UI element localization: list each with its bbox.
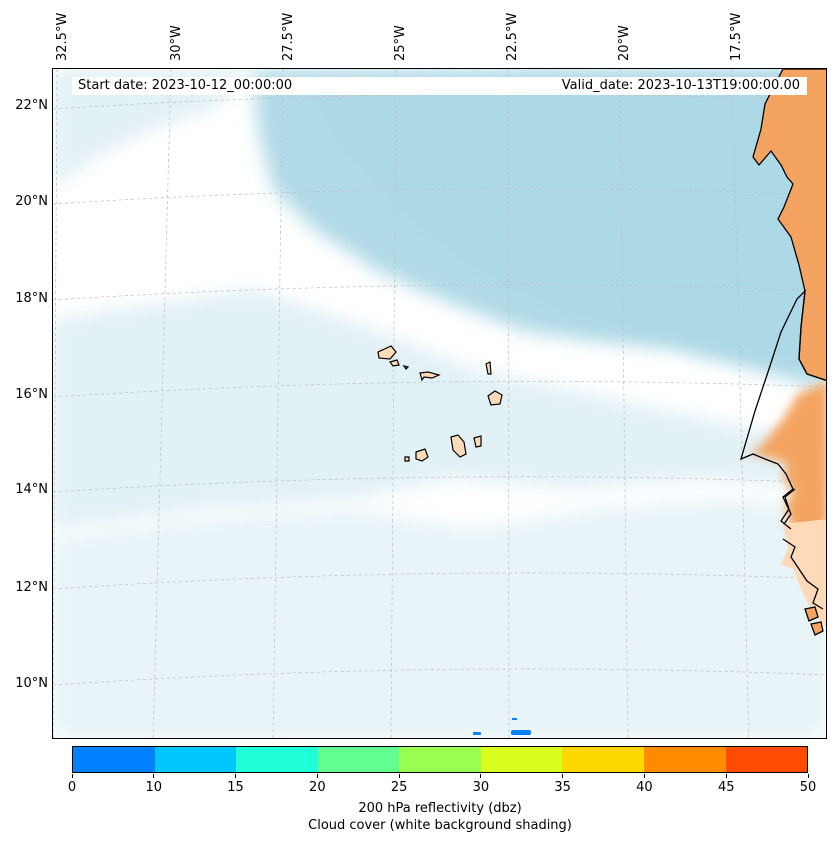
coast-detail	[780, 488, 824, 610]
cloud-band-west	[53, 69, 253, 189]
colorbar-tick-mark	[480, 774, 482, 778]
island-boa-vista	[487, 390, 503, 406]
colorbar-subtitle: Cloud cover (white background shading)	[308, 818, 572, 833]
colorbar-tick-label: 50	[799, 780, 817, 795]
island-sao-nicolau	[419, 371, 441, 382]
africa-landmass	[739, 69, 826, 636]
island-sao-vicente	[388, 359, 400, 367]
colorbar-tick-mark	[562, 774, 564, 778]
lon-label: 27.5°W	[281, 12, 296, 61]
lon-label: 30°W	[169, 25, 184, 61]
colorbar-segment	[399, 747, 481, 772]
colorbar-tick-mark	[316, 774, 318, 778]
echo-cell	[512, 718, 517, 720]
reflectivity-echoes	[473, 718, 531, 735]
cloud-band-dense	[303, 74, 826, 369]
lat-label: 20°N	[15, 194, 48, 209]
islands-bissau	[804, 606, 824, 636]
island-brava	[404, 456, 410, 462]
meridian-line	[619, 69, 629, 738]
map-frame[interactable]	[52, 68, 827, 739]
lon-label: 17.5°W	[729, 12, 744, 61]
colorbar-tick-label: 0	[67, 780, 77, 795]
valid-date-label: Valid_date: 2023-10-13T19:00:00.00	[561, 78, 800, 93]
lon-label: 22.5°W	[505, 12, 520, 61]
meridian-line	[152, 69, 172, 738]
colorbar-tick-label: 45	[717, 780, 735, 795]
meridian-line	[53, 69, 58, 738]
colorbar-tick-label: 20	[309, 780, 326, 795]
graticule	[53, 69, 826, 738]
colorbar-segment	[317, 747, 400, 772]
island-sal	[485, 361, 492, 375]
colorbar-segment	[73, 747, 155, 772]
colorbar-tick-mark	[725, 774, 727, 778]
cape-verde-islands	[377, 345, 503, 462]
colorbar-tick-mark	[643, 774, 645, 778]
colorbar-tick-label: 40	[636, 780, 653, 795]
colorbar-tick-label: 25	[390, 780, 408, 795]
lat-label: 16°N	[15, 387, 48, 402]
date-banner: Start date: 2023-10-12_00:00:00 Valid_da…	[72, 77, 807, 95]
cloud-band-south	[53, 499, 826, 738]
lat-label: 18°N	[15, 291, 48, 306]
colorbar-title: 200 hPa reflectivity (dbz)	[358, 801, 522, 816]
colorbar-segment	[562, 747, 644, 772]
echo-cell	[473, 732, 481, 735]
island-maio	[473, 435, 482, 448]
colorbar-tick-label: 30	[472, 780, 490, 795]
colorbar-segment	[480, 747, 563, 772]
colorbar-tick-mark	[398, 774, 400, 778]
lat-label: 22°N	[15, 98, 48, 113]
island-santo-antao	[377, 345, 397, 360]
senegal-land	[741, 381, 826, 539]
lon-label: 32.5°W	[55, 12, 70, 61]
lon-label: 20°W	[617, 25, 632, 61]
cloud-cover-shading	[53, 69, 826, 738]
meridian-line	[272, 69, 284, 738]
colorbar-tick-label: 10	[145, 780, 163, 795]
island-santa-luzia	[402, 365, 410, 370]
colorbar-segment	[643, 747, 726, 772]
guinea-bissau-land	[781, 519, 826, 627]
start-date-label: Start date: 2023-10-12_00:00:00	[78, 78, 293, 93]
meridian-line	[731, 69, 750, 738]
colorbar-segment	[725, 747, 808, 772]
colorbar-tick-mark	[153, 774, 155, 778]
lat-label: 12°N	[15, 580, 48, 595]
colorbar-tick-mark	[71, 774, 73, 778]
island-santiago	[450, 434, 467, 458]
colorbar-tick-label: 15	[227, 780, 244, 795]
echo-cell	[511, 730, 531, 735]
island-fogo	[415, 448, 429, 462]
colorbar-segment	[236, 747, 318, 772]
colorbar-tick-label: 35	[554, 780, 571, 795]
meridian-line	[507, 69, 510, 738]
meridian-line	[390, 69, 397, 738]
colorbar-tick-mark	[807, 774, 809, 778]
lon-label: 25°W	[393, 25, 408, 61]
colorbar-tick-mark	[235, 774, 237, 778]
cloud-band-central	[53, 289, 826, 529]
lat-label: 10°N	[15, 676, 48, 691]
colorbar-segment	[154, 747, 237, 772]
reflectivity-colorbar	[72, 746, 808, 773]
map-canvas	[53, 69, 826, 738]
lat-label: 14°N	[15, 482, 48, 497]
